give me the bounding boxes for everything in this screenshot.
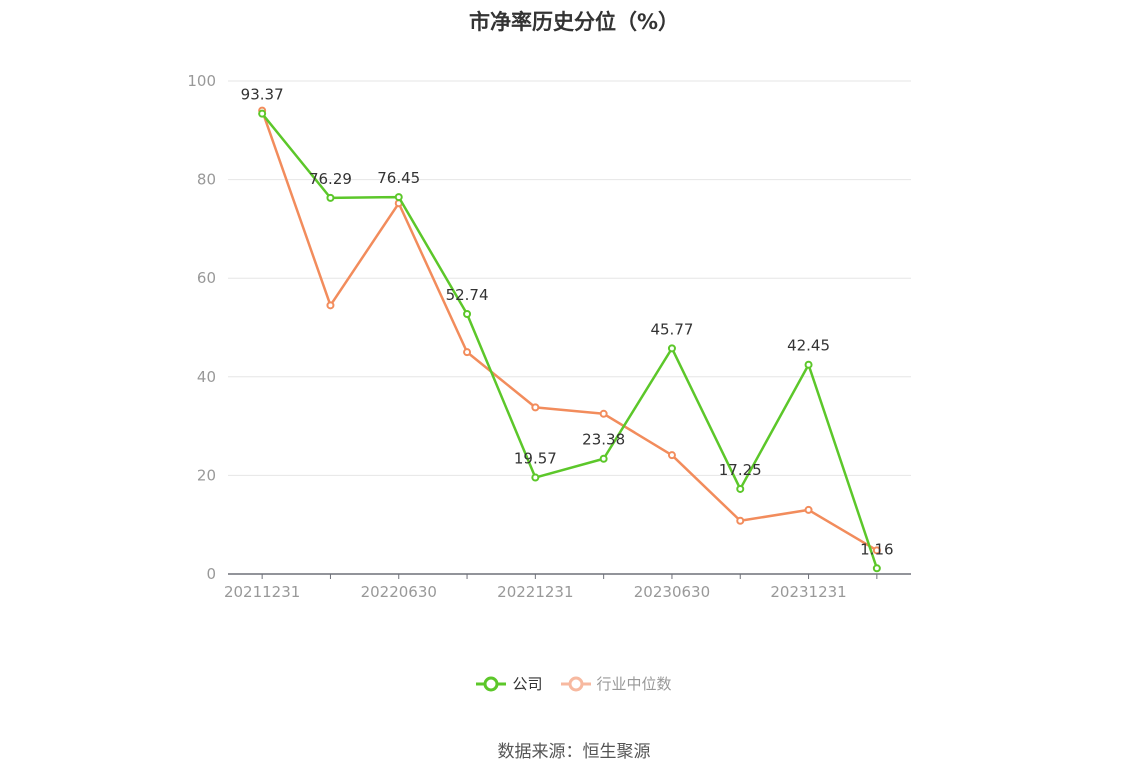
data-source-note: 数据来源：恒生聚源 [497,742,651,762]
legend-marker-company [476,676,507,691]
data-point-industry-median[interactable] [667,451,676,460]
data-point-industry-median[interactable] [736,516,745,525]
series-layer [258,106,881,573]
data-point-industry-median[interactable] [804,505,813,514]
data-label-company: 52.74 [446,286,489,304]
x-tick-label: 20221231 [497,583,573,601]
data-label-company: 93.37 [241,86,284,104]
data-point-company[interactable] [326,193,335,202]
grid-lines [228,80,911,476]
data-point-company[interactable] [531,473,540,482]
legend-item-company[interactable]: 公司 [476,673,543,694]
chart-title: 市净率历史分位（%） [468,10,680,34]
data-label-company: 76.29 [309,170,352,188]
y-tick-label: 0 [206,565,216,583]
data-point-company[interactable] [599,454,608,463]
x-tick-label: 20220630 [361,583,437,601]
y-tick-label: 40 [197,368,216,386]
data-point-company[interactable] [667,344,676,353]
y-tick-label: 100 [187,72,216,90]
x-axis: 20211231 20220630 20221231 20230630 20231231 [224,573,911,601]
series-line-industry-median [260,110,878,552]
data-labels: 93.37 76.29 76.45 52.74 19.57 23.38 45.77 17.25… [241,86,894,559]
data-point-company[interactable] [872,564,881,573]
data-label-company: 17.25 [719,461,762,479]
data-label-company: 19.57 [514,450,557,468]
data-point-company[interactable] [804,360,813,369]
x-tick-label: 20211231 [224,583,300,601]
y-tick-label: 80 [197,171,216,189]
legend-label-company: 公司 [512,675,543,693]
x-tick-label: 20231231 [770,583,846,601]
data-point-industry-median[interactable] [531,403,540,412]
legend-item-industry-median[interactable]: 行业中位数 [560,673,672,694]
data-point-industry-median[interactable] [599,409,608,418]
data-label-company: 23.38 [582,431,625,449]
legend-marker-industry-median [560,676,591,691]
data-point-industry-median[interactable] [463,348,472,357]
data-label-company: 42.45 [787,337,830,355]
data-label-company: 1.16 [860,540,893,558]
data-point-company[interactable] [463,309,472,318]
data-point-industry-median[interactable] [326,301,335,310]
legend-label-industry-median: 行业中位数 [596,675,672,693]
series-line-company [261,112,879,569]
y-tick-label: 20 [197,466,216,484]
data-point-company[interactable] [258,109,267,118]
data-label-company: 45.77 [650,320,693,338]
y-axis-ticks: 0 20 40 60 80 100 [187,72,216,583]
x-tick-label: 20230630 [634,583,710,601]
data-point-company[interactable] [394,193,403,202]
y-tick-label: 60 [197,269,216,287]
data-point-industry-median[interactable] [872,546,881,555]
legend: 公司 行业中位数 [0,673,1148,694]
data-point-company[interactable] [736,484,745,493]
data-label-company: 76.45 [377,169,420,187]
